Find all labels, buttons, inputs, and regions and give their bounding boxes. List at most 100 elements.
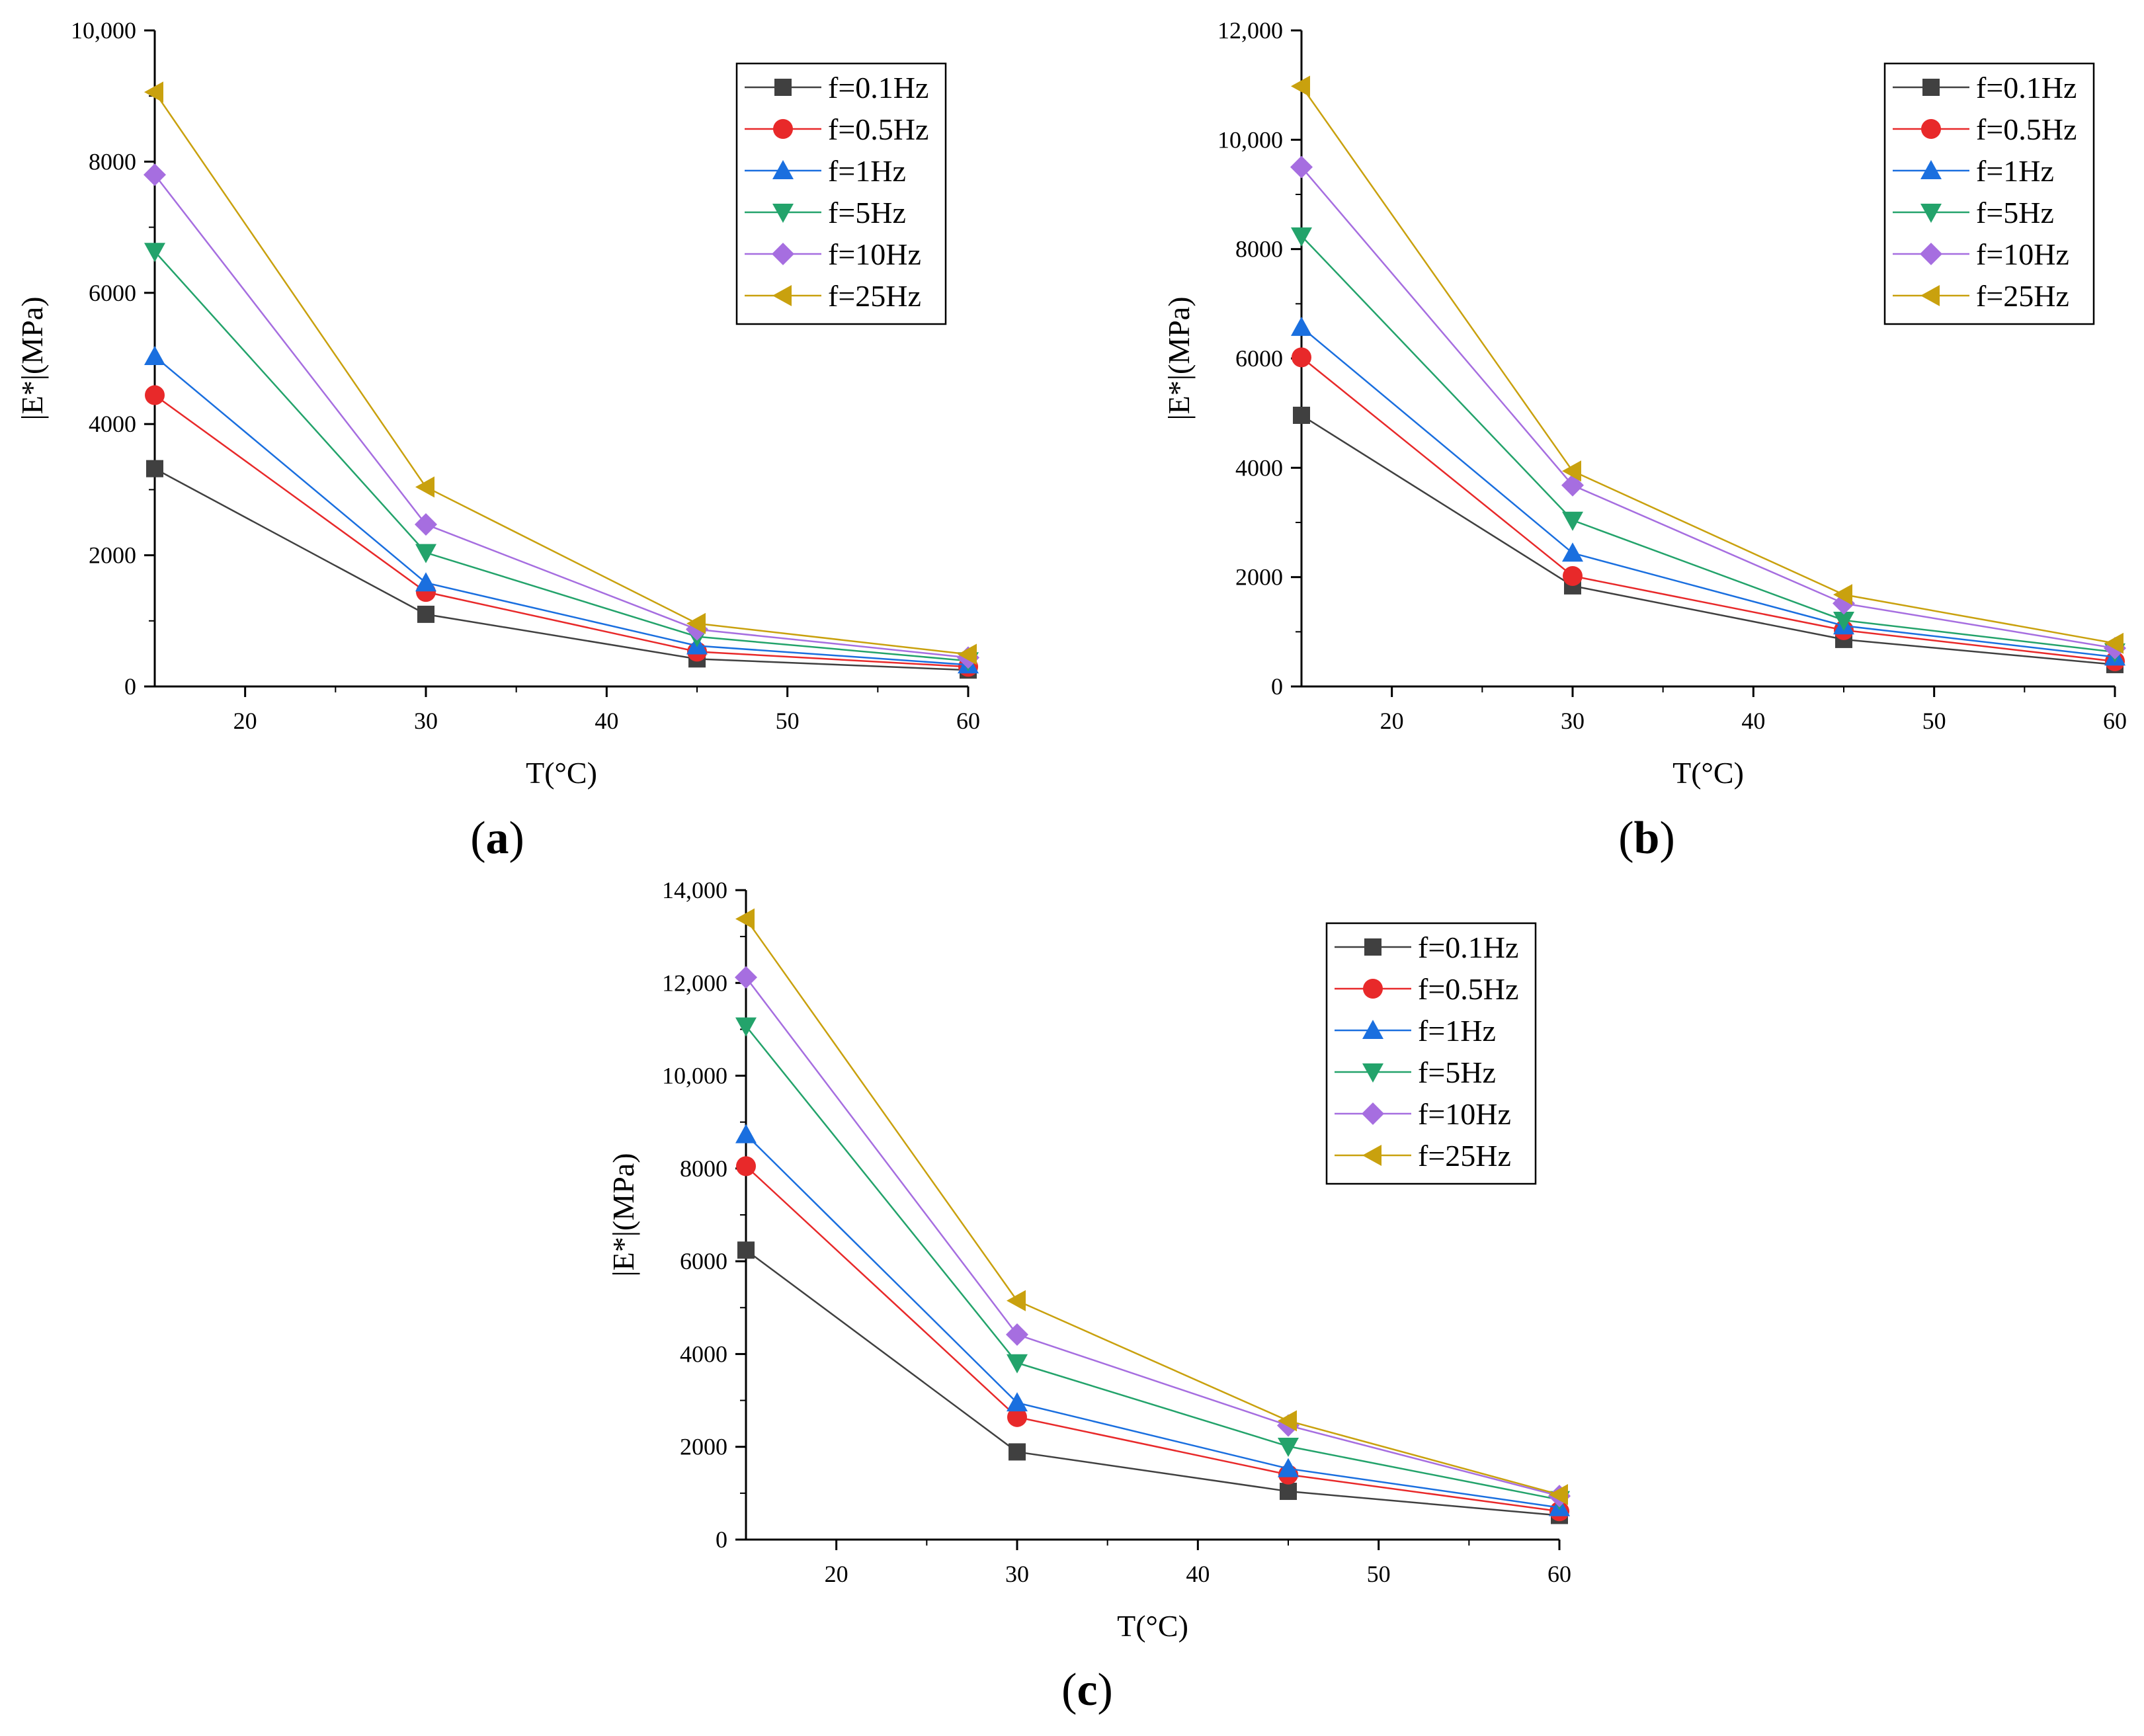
data-point xyxy=(1562,460,1581,482)
legend-marker xyxy=(1922,79,1940,96)
series-line xyxy=(1300,85,2116,644)
legend-label: f=1Hz xyxy=(828,154,906,188)
legend-marker xyxy=(773,119,793,139)
legend-marker xyxy=(774,79,792,96)
series-line xyxy=(154,394,969,668)
data-point xyxy=(144,243,165,263)
series-line xyxy=(154,251,969,662)
chart-c: 20 30 40 50 60 0 2000 4000 6000 8000 10,000 12,000 1… xyxy=(606,877,1571,1715)
data-point xyxy=(1291,227,1312,247)
data-point xyxy=(1291,75,1310,97)
legend-marker xyxy=(772,285,792,306)
data-point xyxy=(145,385,165,405)
data-point xyxy=(415,544,436,563)
data-point xyxy=(2104,632,2123,654)
data-point xyxy=(415,513,437,536)
data-point xyxy=(1278,1438,1299,1458)
x-tick-label: 60 xyxy=(2103,708,2127,734)
x-tick-label: 60 xyxy=(1547,1561,1571,1587)
legend-marker xyxy=(1920,160,1942,179)
legend-label: f=1Hz xyxy=(1418,1014,1496,1048)
legend-marker xyxy=(1920,243,1942,265)
series-line xyxy=(153,91,969,655)
y-tick-label: 4000 xyxy=(680,1341,727,1367)
x-axis-title: T(°C) xyxy=(526,756,597,790)
series-5 xyxy=(144,81,977,665)
data-point xyxy=(736,1156,756,1177)
legend-label: f=0.5Hz xyxy=(1976,112,2077,146)
y-tick-label: 14,000 xyxy=(662,877,727,903)
data-point xyxy=(1562,511,1583,531)
data-point xyxy=(1563,566,1583,587)
legend-box xyxy=(1883,62,2095,325)
y-tick-label: 4000 xyxy=(89,411,136,437)
y-tick-label: 0 xyxy=(1271,673,1283,700)
series-line xyxy=(1301,414,2116,666)
data-point xyxy=(1007,1354,1028,1374)
y-tick-label: 4000 xyxy=(1235,454,1283,481)
legend-label: f=10Hz xyxy=(1976,237,2069,271)
series-line xyxy=(1301,356,2116,663)
data-point xyxy=(1292,347,1311,368)
x-tick-label: 20 xyxy=(825,1561,848,1587)
data-point xyxy=(1291,316,1312,336)
series-line xyxy=(1301,235,2116,653)
legend-marker xyxy=(1362,1020,1383,1039)
data-point xyxy=(144,346,165,366)
y-tick-label: 12,000 xyxy=(1217,17,1283,44)
legend-marker xyxy=(1362,1102,1384,1125)
x-tick-label: 20 xyxy=(233,708,257,734)
chart-b: 20 30 40 50 60 0 2000 4000 6000 8000 10,000 12,000 T… xyxy=(1162,17,2127,864)
panel-label: (b) xyxy=(1618,813,1675,864)
data-point xyxy=(958,643,977,665)
data-point xyxy=(1280,1483,1297,1501)
x-tick-label: 30 xyxy=(1005,1561,1029,1587)
legend-marker xyxy=(1362,1063,1383,1083)
legend-label: f=10Hz xyxy=(1418,1097,1511,1131)
data-point xyxy=(144,163,166,186)
data-point xyxy=(1007,1407,1027,1427)
legend-label: f=0.5Hz xyxy=(828,112,928,146)
x-tick-label: 50 xyxy=(776,708,800,734)
x-axis-title: T(°C) xyxy=(1672,756,1744,790)
data-point xyxy=(1006,1323,1028,1346)
y-tick-label: 10,000 xyxy=(1217,126,1283,153)
series-5 xyxy=(1291,75,2123,654)
y-tick-label: 2000 xyxy=(1235,564,1283,591)
data-point xyxy=(1833,584,1852,606)
data-point xyxy=(1562,542,1583,562)
legend-marker xyxy=(772,243,794,265)
chart-a: 20 30 40 50 60 0 2000 4000 6000 8000 10,000 T(°C) |E… xyxy=(15,17,980,864)
y-tick-label: 2000 xyxy=(89,542,136,569)
data-point xyxy=(686,612,706,634)
y-tick-label: 10,000 xyxy=(662,1063,727,1089)
data-point xyxy=(1293,406,1310,424)
y-tick-label: 6000 xyxy=(680,1248,727,1274)
legend: f=0.1Hz f=0.5Hz f=1Hz f=5Hz f=10Hz f=25Hz xyxy=(1883,62,2095,325)
legend-marker xyxy=(1921,119,1941,139)
data-point xyxy=(146,460,163,477)
y-tick-label: 10,000 xyxy=(71,17,136,44)
data-point xyxy=(1278,1410,1297,1432)
series-2 xyxy=(144,346,979,674)
legend-label: f=25Hz xyxy=(1418,1139,1511,1173)
data-point xyxy=(735,1017,757,1037)
legend-marker xyxy=(1920,285,1940,306)
series-line xyxy=(1301,326,2116,658)
legend-marker xyxy=(1363,979,1383,999)
panel-label: (a) xyxy=(470,813,524,864)
data-point xyxy=(1833,611,1854,631)
data-point xyxy=(1278,1458,1299,1477)
series-line xyxy=(154,356,969,666)
data-point xyxy=(1007,1392,1028,1412)
data-point xyxy=(1290,155,1313,179)
legend-box xyxy=(1325,922,1537,1185)
series-line xyxy=(154,468,969,671)
panel-label: (c) xyxy=(1061,1665,1113,1715)
data-point xyxy=(415,572,436,592)
series-0 xyxy=(1293,406,2123,673)
legend-label: f=5Hz xyxy=(1976,196,2054,229)
data-point xyxy=(735,908,755,930)
legend-label: f=1Hz xyxy=(1976,154,2054,188)
